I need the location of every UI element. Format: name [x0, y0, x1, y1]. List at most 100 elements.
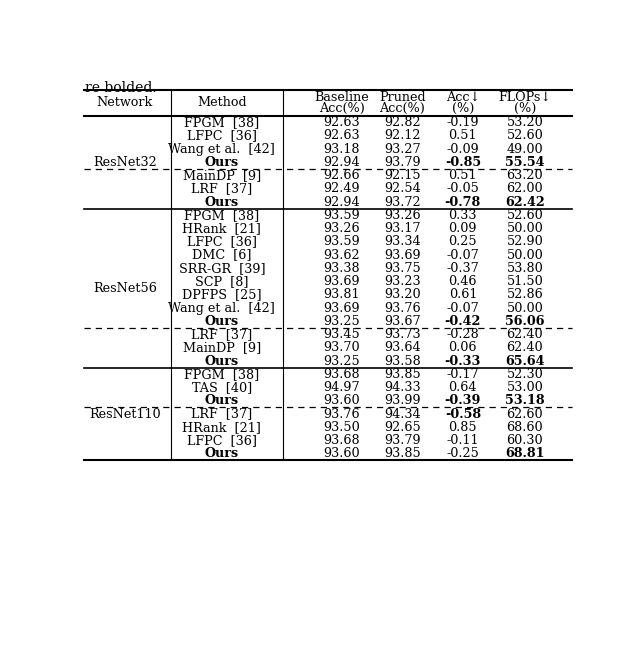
Text: 93.73: 93.73: [384, 328, 420, 341]
Text: 53.80: 53.80: [506, 262, 543, 275]
Text: -0.37: -0.37: [447, 262, 479, 275]
Text: 52.86: 52.86: [506, 288, 543, 301]
Text: 53.00: 53.00: [506, 381, 543, 394]
Text: -0.33: -0.33: [445, 355, 481, 368]
Text: 92.63: 92.63: [324, 116, 360, 129]
Text: Ours: Ours: [205, 315, 239, 328]
Text: 52.60: 52.60: [506, 209, 543, 222]
Text: 0.61: 0.61: [449, 288, 477, 301]
Text: -0.85: -0.85: [445, 156, 481, 169]
Text: 0.06: 0.06: [449, 341, 477, 354]
Text: -0.07: -0.07: [447, 302, 479, 315]
Text: 93.79: 93.79: [384, 434, 420, 447]
Text: 0.51: 0.51: [449, 169, 477, 182]
Text: 94.34: 94.34: [384, 408, 420, 421]
Text: Ours: Ours: [205, 394, 239, 407]
Text: 93.70: 93.70: [324, 341, 360, 354]
Text: 62.40: 62.40: [506, 341, 543, 354]
Text: 93.25: 93.25: [324, 355, 360, 368]
Text: 93.81: 93.81: [324, 288, 360, 301]
Text: 93.64: 93.64: [384, 341, 420, 354]
Text: 52.90: 52.90: [506, 235, 543, 248]
Text: 94.33: 94.33: [384, 381, 420, 394]
Text: LRF  [37]: LRF [37]: [191, 408, 252, 421]
Text: FPGM  [38]: FPGM [38]: [184, 209, 259, 222]
Text: 50.00: 50.00: [506, 302, 543, 315]
Text: -0.11: -0.11: [447, 434, 479, 447]
Text: -0.58: -0.58: [445, 408, 481, 421]
Text: 93.62: 93.62: [324, 249, 360, 262]
Text: Wang et al.  [42]: Wang et al. [42]: [168, 302, 275, 315]
Text: Method: Method: [197, 96, 246, 109]
Text: Acc↓: Acc↓: [446, 90, 480, 103]
Text: 93.58: 93.58: [384, 355, 420, 368]
Text: (%): (%): [514, 102, 536, 115]
Text: 93.99: 93.99: [384, 394, 420, 407]
Text: 93.75: 93.75: [384, 262, 420, 275]
Text: -0.28: -0.28: [447, 328, 479, 341]
Text: FPGM  [38]: FPGM [38]: [184, 116, 259, 129]
Text: 93.79: 93.79: [384, 156, 420, 169]
Text: 52.30: 52.30: [506, 368, 543, 380]
Text: 92.82: 92.82: [384, 116, 420, 129]
Text: 55.54: 55.54: [505, 156, 545, 169]
Text: 94.97: 94.97: [324, 381, 360, 394]
Text: 93.69: 93.69: [324, 302, 360, 315]
Text: Wang et al.  [42]: Wang et al. [42]: [168, 143, 275, 156]
Text: 93.76: 93.76: [384, 302, 420, 315]
Text: (%): (%): [452, 102, 474, 115]
Text: Pruned: Pruned: [379, 90, 426, 103]
Text: 93.26: 93.26: [384, 209, 420, 222]
Text: -0.05: -0.05: [447, 182, 479, 195]
Text: Acc(%): Acc(%): [319, 102, 365, 115]
Text: LRF  [37]: LRF [37]: [191, 182, 252, 195]
Text: 93.45: 93.45: [324, 328, 360, 341]
Text: 62.00: 62.00: [506, 182, 543, 195]
Text: ResNet110: ResNet110: [89, 408, 161, 421]
Text: 93.34: 93.34: [384, 235, 420, 248]
Text: re bolded.: re bolded.: [85, 81, 157, 94]
Text: 92.54: 92.54: [384, 182, 420, 195]
Text: 56.06: 56.06: [505, 315, 545, 328]
Text: 92.49: 92.49: [324, 182, 360, 195]
Text: HRank  [21]: HRank [21]: [182, 421, 261, 433]
Text: 50.00: 50.00: [506, 249, 543, 262]
Text: LFPC  [36]: LFPC [36]: [187, 434, 257, 447]
Text: 93.69: 93.69: [384, 249, 420, 262]
Text: MainDP  [9]: MainDP [9]: [182, 169, 261, 182]
Text: 93.27: 93.27: [384, 143, 420, 156]
Text: 62.60: 62.60: [506, 408, 543, 421]
Text: 93.68: 93.68: [324, 368, 360, 380]
Text: SRR-GR  [39]: SRR-GR [39]: [179, 262, 265, 275]
Text: 93.76: 93.76: [324, 408, 360, 421]
Text: 93.68: 93.68: [324, 434, 360, 447]
Text: 62.40: 62.40: [506, 328, 543, 341]
Text: 68.60: 68.60: [506, 421, 543, 433]
Text: 0.51: 0.51: [449, 129, 477, 142]
Text: 93.67: 93.67: [384, 315, 420, 328]
Text: -0.78: -0.78: [445, 196, 481, 209]
Text: 62.42: 62.42: [505, 196, 545, 209]
Text: -0.25: -0.25: [447, 447, 479, 460]
Text: 93.60: 93.60: [324, 447, 360, 460]
Text: -0.07: -0.07: [447, 249, 479, 262]
Text: 93.59: 93.59: [324, 235, 360, 248]
Text: MainDP  [9]: MainDP [9]: [182, 341, 261, 354]
Text: 50.00: 50.00: [506, 222, 543, 235]
Text: 92.63: 92.63: [324, 129, 360, 142]
Text: 0.64: 0.64: [449, 381, 477, 394]
Text: DMC  [6]: DMC [6]: [192, 249, 252, 262]
Text: 51.50: 51.50: [506, 275, 543, 288]
Text: FLOPs↓: FLOPs↓: [499, 90, 551, 103]
Text: Ours: Ours: [205, 355, 239, 368]
Text: 92.94: 92.94: [324, 196, 360, 209]
Text: ResNet56: ResNet56: [93, 282, 157, 295]
Text: -0.09: -0.09: [447, 143, 479, 156]
Text: 93.23: 93.23: [384, 275, 420, 288]
Text: HRank  [21]: HRank [21]: [182, 222, 261, 235]
Text: 52.60: 52.60: [506, 129, 543, 142]
Text: Ours: Ours: [205, 196, 239, 209]
Text: 93.18: 93.18: [324, 143, 360, 156]
Text: 93.60: 93.60: [324, 394, 360, 407]
Text: 68.81: 68.81: [505, 447, 545, 460]
